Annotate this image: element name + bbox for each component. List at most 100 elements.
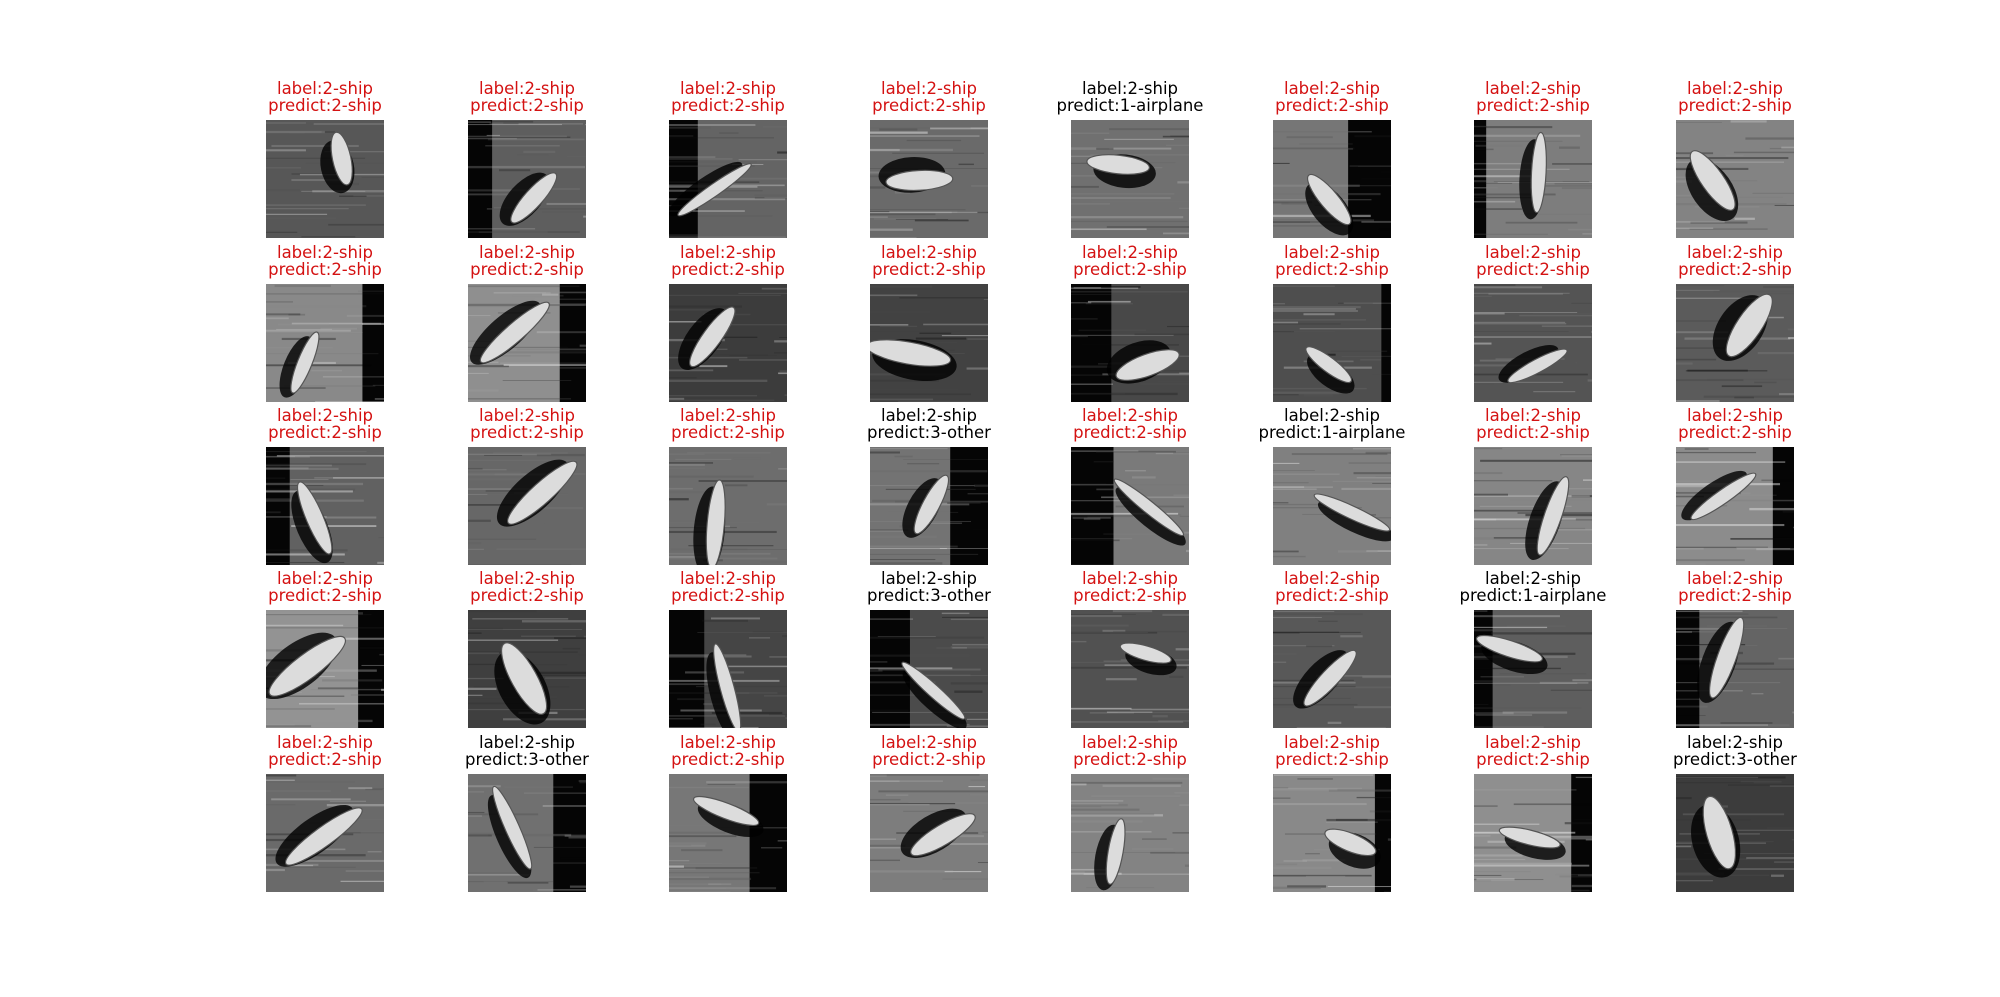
label-text: label:2-ship	[1686, 79, 1784, 98]
grid-cell: label:2-ship predict:2-ship	[628, 734, 828, 894]
sonar-image	[1273, 610, 1475, 729]
sonar-image	[266, 447, 477, 565]
grid-cell: label:2-ship predict:2-ship	[829, 734, 1065, 892]
label-text: label:2-ship	[880, 79, 978, 98]
predict-text: predict:2-ship	[268, 96, 382, 115]
grid-cell: label:2-ship predict:2-ship	[628, 406, 884, 575]
predict-text: predict:2-ship	[1476, 423, 1590, 442]
sonar-image	[870, 447, 1091, 565]
label-text: label:2-ship	[679, 406, 777, 425]
sonar-image	[870, 610, 1080, 730]
label-text: label:2-ship	[679, 79, 777, 98]
grid-cell: label:2-ship predict:1-airplane	[1030, 79, 1275, 238]
label-text: label:2-ship	[1283, 243, 1381, 262]
label-text: label:2-ship	[276, 243, 374, 262]
sonar-image	[668, 120, 878, 239]
label-text: label:2-ship	[1484, 569, 1582, 588]
label-text: label:2-ship	[1081, 569, 1179, 588]
label-text: label:2-ship	[276, 569, 374, 588]
sonar-image	[468, 447, 625, 567]
cell-title: label:2-ship predict:2-ship	[427, 244, 627, 278]
predict-text: predict:1-airplane	[1258, 423, 1406, 442]
cell-title: label:2-ship predict:2-ship	[1635, 244, 1835, 278]
grid-cell: label:2-ship predict:2-ship	[1030, 569, 1236, 728]
label-text: label:2-ship	[880, 406, 978, 425]
label-text: label:2-ship	[276, 79, 374, 98]
label-text: label:2-ship	[478, 733, 576, 752]
predict-text: predict:2-ship	[1476, 96, 1590, 115]
sonar-image	[1273, 120, 1475, 238]
grid-cell: label:2-ship predict:2-ship	[225, 79, 453, 238]
predict-text: predict:2-ship	[872, 96, 986, 115]
grid-cell: label:2-ship predict:2-ship	[829, 80, 1032, 240]
cell-title: label:2-ship predict:2-ship	[1232, 570, 1432, 604]
predict-text: predict:2-ship	[470, 96, 584, 115]
predict-text: predict:2-ship	[268, 586, 382, 605]
grid-cell: label:2-ship predict:3-other	[829, 406, 1091, 565]
cell-title: label:2-ship predict:2-ship	[1433, 244, 1633, 278]
sonar-image	[1273, 284, 1425, 402]
sonar-image	[1071, 120, 1275, 238]
predict-text: predict:1-airplane	[1459, 586, 1607, 605]
grid-cell: label:2-ship predict:2-ship	[1433, 244, 1686, 402]
sonar-image	[468, 774, 660, 892]
cell-title: label:2-ship predict:2-ship	[225, 570, 425, 604]
sonar-image	[1273, 447, 1479, 565]
sonar-image	[669, 610, 868, 741]
grid-cell: label:2-ship predict:2-ship	[1433, 80, 1665, 238]
sonar-image	[669, 284, 888, 402]
grid-cell: label:2-ship predict:3-other	[829, 570, 1080, 730]
sonar-image	[870, 120, 1032, 240]
cell-title: label:2-ship predict:2-ship	[225, 244, 425, 278]
grid-cell: label:2-ship predict:2-ship	[225, 734, 472, 892]
predict-text: predict:2-ship	[1275, 260, 1389, 279]
grid-cell: label:2-ship predict:2-ship	[1232, 243, 1432, 402]
grid-cell: label:2-ship predict:2-ship	[1635, 79, 1880, 238]
sonar-image	[669, 774, 826, 894]
cell-title: label:2-ship predict:2-ship	[1635, 407, 1835, 441]
cell-title: label:2-ship predict:2-ship	[225, 407, 425, 441]
cell-title: label:2-ship predict:2-ship	[427, 570, 627, 604]
cell-title: label:2-ship predict:2-ship	[1635, 570, 1835, 604]
sonar-image	[468, 610, 694, 728]
cell-title: label:2-ship predict:2-ship	[628, 244, 828, 278]
predict-text: predict:3-other	[867, 586, 991, 605]
grid-cell: label:2-ship predict:2-ship	[225, 244, 452, 404]
label-text: label:2-ship	[478, 569, 576, 588]
sonar-image	[1071, 610, 1236, 728]
cell-title: label:2-ship predict:2-ship	[829, 80, 1029, 114]
grid-cell: label:2-ship predict:2-ship	[225, 570, 474, 728]
cell-title: label:2-ship predict:2-ship	[1433, 80, 1633, 114]
predict-text: predict:3-other	[465, 750, 589, 769]
predict-text: predict:2-ship	[470, 423, 584, 442]
grid-cell: label:2-ship predict:2-ship	[427, 244, 684, 402]
grid-cell: label:2-ship predict:2-ship	[1635, 407, 1898, 566]
sonar-image	[468, 120, 664, 238]
label-text: label:2-ship	[1686, 569, 1784, 588]
grid-cell: label:2-ship predict:3-other	[1635, 733, 1902, 892]
label-text: label:2-ship	[1686, 733, 1784, 752]
sonar-image	[1071, 447, 1298, 566]
label-text: label:2-ship	[478, 79, 576, 98]
predict-text: predict:3-other	[867, 423, 991, 442]
label-text: label:2-ship	[1686, 243, 1784, 262]
label-text: label:2-ship	[1081, 79, 1179, 98]
sonar-image	[1474, 447, 1690, 565]
sonar-image	[1676, 284, 1876, 402]
grid-cell: label:2-ship predict:1-airplane	[1433, 569, 1633, 729]
cell-title: label:2-ship predict:2-ship	[829, 734, 1029, 768]
cell-title: label:2-ship predict:3-other	[427, 734, 627, 768]
predict-text: predict:2-ship	[1073, 260, 1187, 279]
grid-cell: label:2-ship predict:2-ship	[1635, 244, 1876, 402]
sonar-image	[258, 610, 474, 728]
sonar-image	[266, 774, 472, 892]
predict-text: predict:2-ship	[268, 260, 382, 279]
predict-text: predict:3-other	[1673, 750, 1797, 769]
predict-text: predict:2-ship	[1476, 260, 1590, 279]
grid-cell: label:2-ship predict:2-ship	[628, 570, 868, 741]
label-text: label:2-ship	[1283, 569, 1381, 588]
cell-title: label:2-ship predict:2-ship	[1433, 734, 1633, 768]
cell-title: label:2-ship predict:2-ship	[829, 244, 1029, 278]
grid-cell: label:2-ship predict:2-ship	[628, 79, 878, 239]
